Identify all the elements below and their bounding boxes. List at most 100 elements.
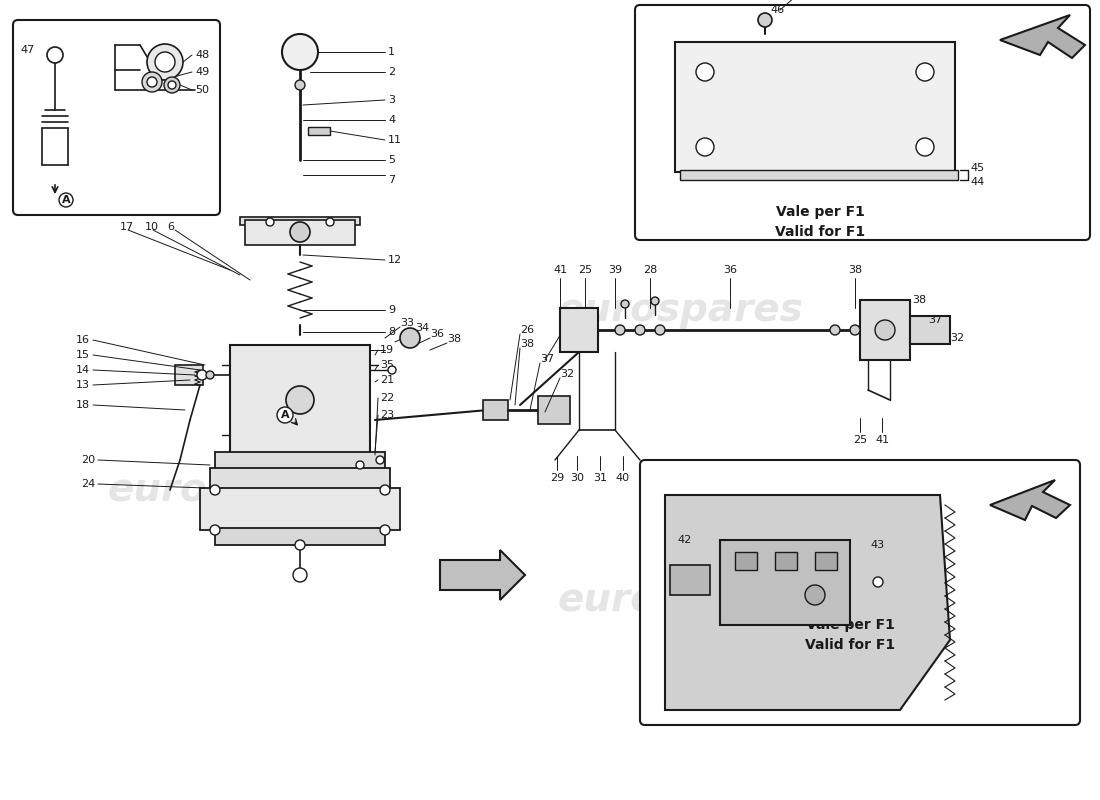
FancyBboxPatch shape xyxy=(200,488,400,530)
Text: 37: 37 xyxy=(540,354,554,364)
Text: 45: 45 xyxy=(970,163,985,173)
FancyBboxPatch shape xyxy=(214,452,385,470)
Text: 38: 38 xyxy=(912,295,926,305)
Text: 23: 23 xyxy=(379,410,394,420)
Text: 3: 3 xyxy=(388,95,395,105)
Text: 32: 32 xyxy=(950,333,964,343)
Circle shape xyxy=(168,81,176,89)
Polygon shape xyxy=(666,495,950,710)
FancyBboxPatch shape xyxy=(670,565,710,595)
Text: 41: 41 xyxy=(553,265,568,275)
FancyBboxPatch shape xyxy=(635,5,1090,240)
Polygon shape xyxy=(1000,15,1085,58)
Text: A: A xyxy=(62,195,70,205)
Text: 12: 12 xyxy=(388,255,403,265)
Text: 36: 36 xyxy=(430,329,444,339)
Text: 8: 8 xyxy=(388,327,395,337)
Circle shape xyxy=(47,47,63,63)
FancyBboxPatch shape xyxy=(483,400,508,420)
Circle shape xyxy=(295,540,305,550)
FancyBboxPatch shape xyxy=(680,170,958,180)
Text: 37: 37 xyxy=(928,315,942,325)
Text: 42: 42 xyxy=(678,535,692,545)
FancyBboxPatch shape xyxy=(640,460,1080,725)
FancyBboxPatch shape xyxy=(720,540,850,625)
FancyBboxPatch shape xyxy=(13,20,220,215)
Text: 50: 50 xyxy=(195,85,209,95)
Text: 34: 34 xyxy=(415,323,429,333)
Text: 49: 49 xyxy=(195,67,209,77)
Circle shape xyxy=(654,325,666,335)
Circle shape xyxy=(155,52,175,72)
FancyBboxPatch shape xyxy=(308,127,330,135)
FancyBboxPatch shape xyxy=(240,217,360,225)
FancyBboxPatch shape xyxy=(245,220,355,245)
Circle shape xyxy=(696,63,714,81)
FancyBboxPatch shape xyxy=(210,468,390,490)
Text: 20: 20 xyxy=(81,455,95,465)
Text: 47: 47 xyxy=(21,45,35,55)
Circle shape xyxy=(164,77,180,93)
Text: 48: 48 xyxy=(195,50,209,60)
Text: 32: 32 xyxy=(560,369,574,379)
Text: 25: 25 xyxy=(852,435,867,445)
Circle shape xyxy=(326,218,334,226)
Circle shape xyxy=(266,218,274,226)
Text: 15: 15 xyxy=(76,350,90,360)
Circle shape xyxy=(356,461,364,469)
Polygon shape xyxy=(990,480,1070,520)
Text: 17: 17 xyxy=(120,222,134,232)
Circle shape xyxy=(805,585,825,605)
FancyBboxPatch shape xyxy=(860,300,910,360)
Circle shape xyxy=(290,222,310,242)
Circle shape xyxy=(295,80,305,90)
Circle shape xyxy=(147,44,183,80)
Text: 24: 24 xyxy=(80,479,95,489)
Circle shape xyxy=(916,63,934,81)
Circle shape xyxy=(830,325,840,335)
FancyBboxPatch shape xyxy=(560,308,598,352)
Circle shape xyxy=(277,407,293,423)
Text: eurospares: eurospares xyxy=(107,471,353,509)
FancyBboxPatch shape xyxy=(776,552,798,570)
Text: eurospares: eurospares xyxy=(557,581,803,619)
Circle shape xyxy=(197,370,207,380)
Text: 10: 10 xyxy=(145,222,160,232)
Circle shape xyxy=(635,325,645,335)
Circle shape xyxy=(916,138,934,156)
Circle shape xyxy=(651,297,659,305)
Text: 31: 31 xyxy=(593,473,607,483)
Text: 46: 46 xyxy=(770,5,784,15)
Circle shape xyxy=(615,325,625,335)
Circle shape xyxy=(850,325,860,335)
Circle shape xyxy=(210,485,220,495)
Text: 14: 14 xyxy=(76,365,90,375)
Circle shape xyxy=(696,138,714,156)
Text: 44: 44 xyxy=(970,177,985,187)
Text: 39: 39 xyxy=(608,265,623,275)
Text: 11: 11 xyxy=(388,135,401,145)
Text: 4: 4 xyxy=(388,115,395,125)
Circle shape xyxy=(758,13,772,27)
Text: 7: 7 xyxy=(388,175,395,185)
Text: 5: 5 xyxy=(388,155,395,165)
Text: 2: 2 xyxy=(388,67,395,77)
Circle shape xyxy=(873,577,883,587)
Text: 29: 29 xyxy=(550,473,564,483)
FancyBboxPatch shape xyxy=(735,552,757,570)
Circle shape xyxy=(379,485,390,495)
Text: 26: 26 xyxy=(520,325,535,335)
Circle shape xyxy=(293,568,307,582)
Text: 1: 1 xyxy=(388,47,395,57)
FancyBboxPatch shape xyxy=(538,396,570,424)
Text: 30: 30 xyxy=(570,473,584,483)
Text: 16: 16 xyxy=(76,335,90,345)
Text: 13: 13 xyxy=(76,380,90,390)
Text: 6: 6 xyxy=(167,222,174,232)
Text: A: A xyxy=(280,410,289,420)
Text: 9: 9 xyxy=(388,305,395,315)
Text: 21: 21 xyxy=(379,375,394,385)
Text: 33: 33 xyxy=(400,318,414,328)
Text: 38: 38 xyxy=(848,265,862,275)
Text: 27: 27 xyxy=(570,310,584,320)
